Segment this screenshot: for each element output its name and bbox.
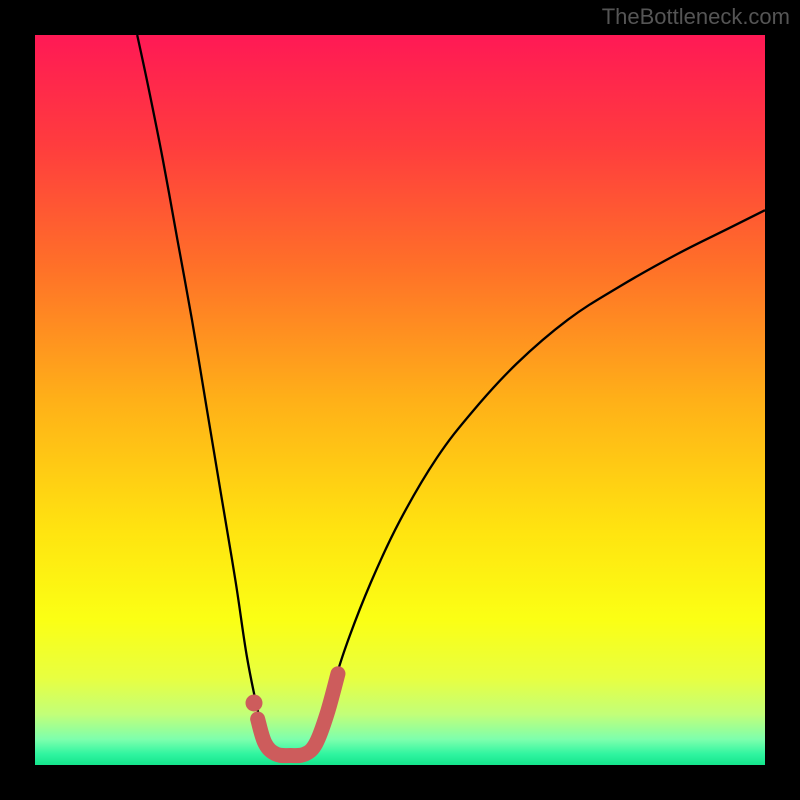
watermark-text: TheBottleneck.com (602, 4, 790, 30)
bottleneck-chart (0, 0, 800, 800)
plot-background (35, 35, 765, 765)
optimal-marker-dot (246, 694, 263, 711)
chart-container: TheBottleneck.com (0, 0, 800, 800)
